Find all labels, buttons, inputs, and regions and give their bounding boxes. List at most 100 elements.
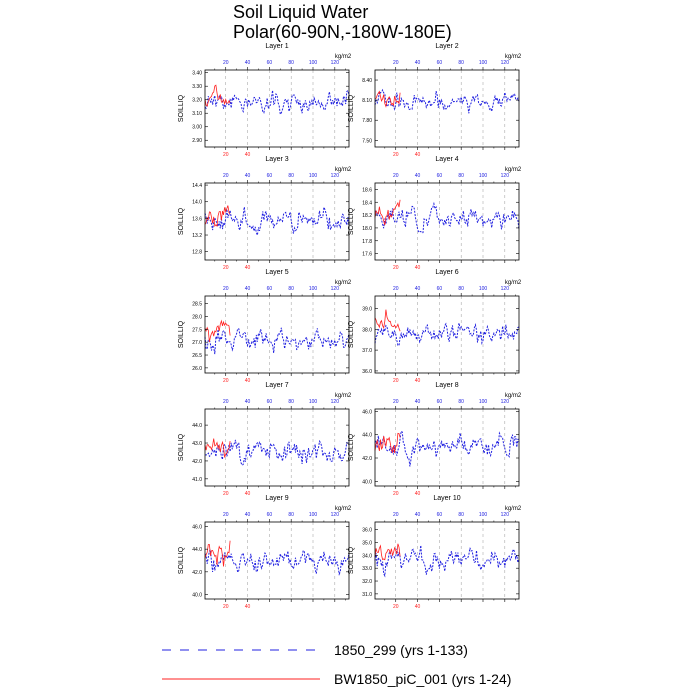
y-axis-label: SOILLIQ	[348, 433, 355, 461]
x-tick-label-bottom: 40	[415, 378, 421, 384]
x-tick-label-top: 60	[267, 512, 273, 518]
x-tick-label-bottom: 40	[415, 604, 421, 610]
x-tick-label-top: 80	[458, 173, 464, 179]
x-tick-label-bottom: 20	[393, 265, 399, 271]
y-axis-label: SOILLIQ	[348, 320, 355, 348]
panel-title: Layer 9	[265, 495, 288, 502]
x-tick-label-top: 80	[458, 399, 464, 405]
plot-frame	[374, 521, 520, 600]
panel-layer-3: Layer 3 kg/m2 SOILLIQ 12.8 13.2 13.6 14.0 14.4 2…	[178, 156, 352, 271]
y-tick-label: 32.0	[362, 579, 372, 585]
x-tick-label-top: 120	[331, 173, 340, 179]
y-tick-label: 3.40	[192, 71, 202, 77]
x-tick-label-top: 20	[393, 512, 399, 518]
x-tick-label-top: 80	[288, 60, 294, 66]
y-tick-label: 3.10	[192, 111, 202, 117]
x-tick-label-top: 40	[415, 60, 421, 66]
y-axis-label: SOILLIQ	[348, 546, 355, 574]
chart-panels: Layer 1 kg/m2 SOILLIQ 2.90 3.00 3.10 3.20 3.30 3…	[178, 43, 522, 610]
series-line-bw1850-pic-001	[374, 543, 401, 561]
panel-layer-6: Layer 6 kg/m2 SOILLIQ 36.0 37.0 38.0 39.0 20 20 4…	[348, 269, 522, 384]
panel-title: Layer 2	[435, 43, 458, 50]
y-tick-label: 31.0	[362, 592, 372, 598]
legend: 1850_299 (yrs 1-133) BW1850_piC_001 (yrs…	[162, 642, 511, 687]
y-tick-label: 12.8	[192, 250, 202, 256]
panel-layer-8: Layer 8 kg/m2 SOILLIQ 40.0 42.0 44.0 46.0 20 20 4…	[348, 382, 522, 497]
y-tick-label: 8.10	[362, 98, 372, 104]
x-tick-label-top: 100	[309, 399, 318, 405]
series-line-1850-299	[374, 201, 520, 234]
x-tick-label-top: 40	[415, 173, 421, 179]
y-axis-label: SOILLIQ	[178, 433, 185, 461]
series-line-1850-299	[374, 545, 520, 578]
panel-title: Layer 5	[265, 269, 288, 276]
y-tick-label: 44.0	[192, 547, 202, 553]
panel-layer-7: Layer 7 kg/m2 SOILLIQ 41.0 42.0 43.0 44.0 20 20 4…	[178, 382, 352, 497]
x-tick-label-top: 120	[331, 399, 340, 405]
x-tick-label-bottom: 40	[245, 378, 251, 384]
x-tick-label-top: 120	[331, 512, 340, 518]
series-line-bw1850-pic-001	[204, 84, 231, 107]
y-axis-label: SOILLIQ	[348, 94, 355, 122]
y-tick-label: 36.0	[362, 369, 372, 375]
x-tick-label-top: 20	[223, 286, 229, 292]
plot-frame	[374, 182, 520, 261]
figure-title-line-1: Soil Liquid Water	[233, 2, 368, 22]
series-line-1850-299	[204, 327, 350, 355]
x-tick-label-bottom: 20	[223, 491, 229, 497]
y-tick-label: 42.0	[362, 456, 372, 462]
x-tick-label-top: 60	[267, 286, 273, 292]
y-tick-label: 46.0	[362, 409, 372, 415]
y-tick-label: 13.6	[192, 216, 202, 222]
x-tick-label-top: 20	[393, 399, 399, 405]
y-tick-label: 40.0	[362, 479, 372, 485]
x-tick-label-top: 100	[479, 60, 488, 66]
x-tick-label-top: 120	[501, 399, 510, 405]
y-axis-label: SOILLIQ	[178, 207, 185, 235]
x-tick-label-top: 80	[458, 512, 464, 518]
legend-label-1850-299: 1850_299 (yrs 1-133)	[334, 642, 468, 658]
panel-title: Layer 8	[435, 382, 458, 389]
x-tick-label-top: 40	[245, 399, 251, 405]
y-tick-label: 18.4	[362, 200, 372, 206]
x-tick-label-bottom: 20	[393, 152, 399, 158]
x-tick-label-bottom: 20	[393, 378, 399, 384]
x-tick-label-bottom: 40	[245, 604, 251, 610]
x-tick-label-bottom: 40	[415, 265, 421, 271]
x-tick-label-top: 20	[393, 60, 399, 66]
x-tick-label-top: 20	[393, 286, 399, 292]
plot-frame	[374, 408, 520, 487]
series-line-1850-299	[374, 430, 520, 467]
units-label: kg/m2	[505, 393, 522, 399]
x-tick-label-top: 60	[267, 60, 273, 66]
y-tick-label: 44.0	[192, 423, 202, 429]
y-axis-label: SOILLIQ	[348, 207, 355, 235]
plot-frame	[204, 69, 350, 148]
units-label: kg/m2	[505, 280, 522, 286]
y-tick-label: 17.6	[362, 252, 372, 258]
y-tick-label: 18.6	[362, 187, 372, 193]
units-label: kg/m2	[335, 54, 352, 60]
plot-frame	[204, 521, 350, 600]
y-axis-label: SOILLIQ	[178, 94, 185, 122]
x-tick-label-top: 20	[223, 60, 229, 66]
y-tick-label: 7.50	[362, 138, 372, 144]
y-tick-label: 26.0	[192, 366, 202, 372]
y-tick-label: 14.4	[192, 183, 202, 189]
y-tick-label: 43.0	[192, 441, 202, 447]
x-tick-label-bottom: 20	[393, 491, 399, 497]
x-tick-label-top: 40	[245, 286, 251, 292]
x-tick-label-top: 60	[437, 60, 443, 66]
panel-layer-4: Layer 4 kg/m2 SOILLIQ 17.6 17.8 18.0 18.2 18.4 1…	[348, 156, 522, 271]
y-tick-label: 28.0	[192, 315, 202, 321]
panel-layer-1: Layer 1 kg/m2 SOILLIQ 2.90 3.00 3.10 3.20 3.30 3…	[178, 43, 352, 158]
series-line-1850-299	[204, 439, 350, 466]
x-tick-label-top: 60	[437, 173, 443, 179]
series-line-bw1850-pic-001	[374, 199, 401, 226]
series-line-bw1850-pic-001	[204, 205, 231, 228]
series-line-1850-299	[204, 548, 350, 576]
x-tick-label-top: 100	[479, 399, 488, 405]
x-tick-label-top: 120	[331, 286, 340, 292]
x-tick-label-top: 100	[309, 60, 318, 66]
